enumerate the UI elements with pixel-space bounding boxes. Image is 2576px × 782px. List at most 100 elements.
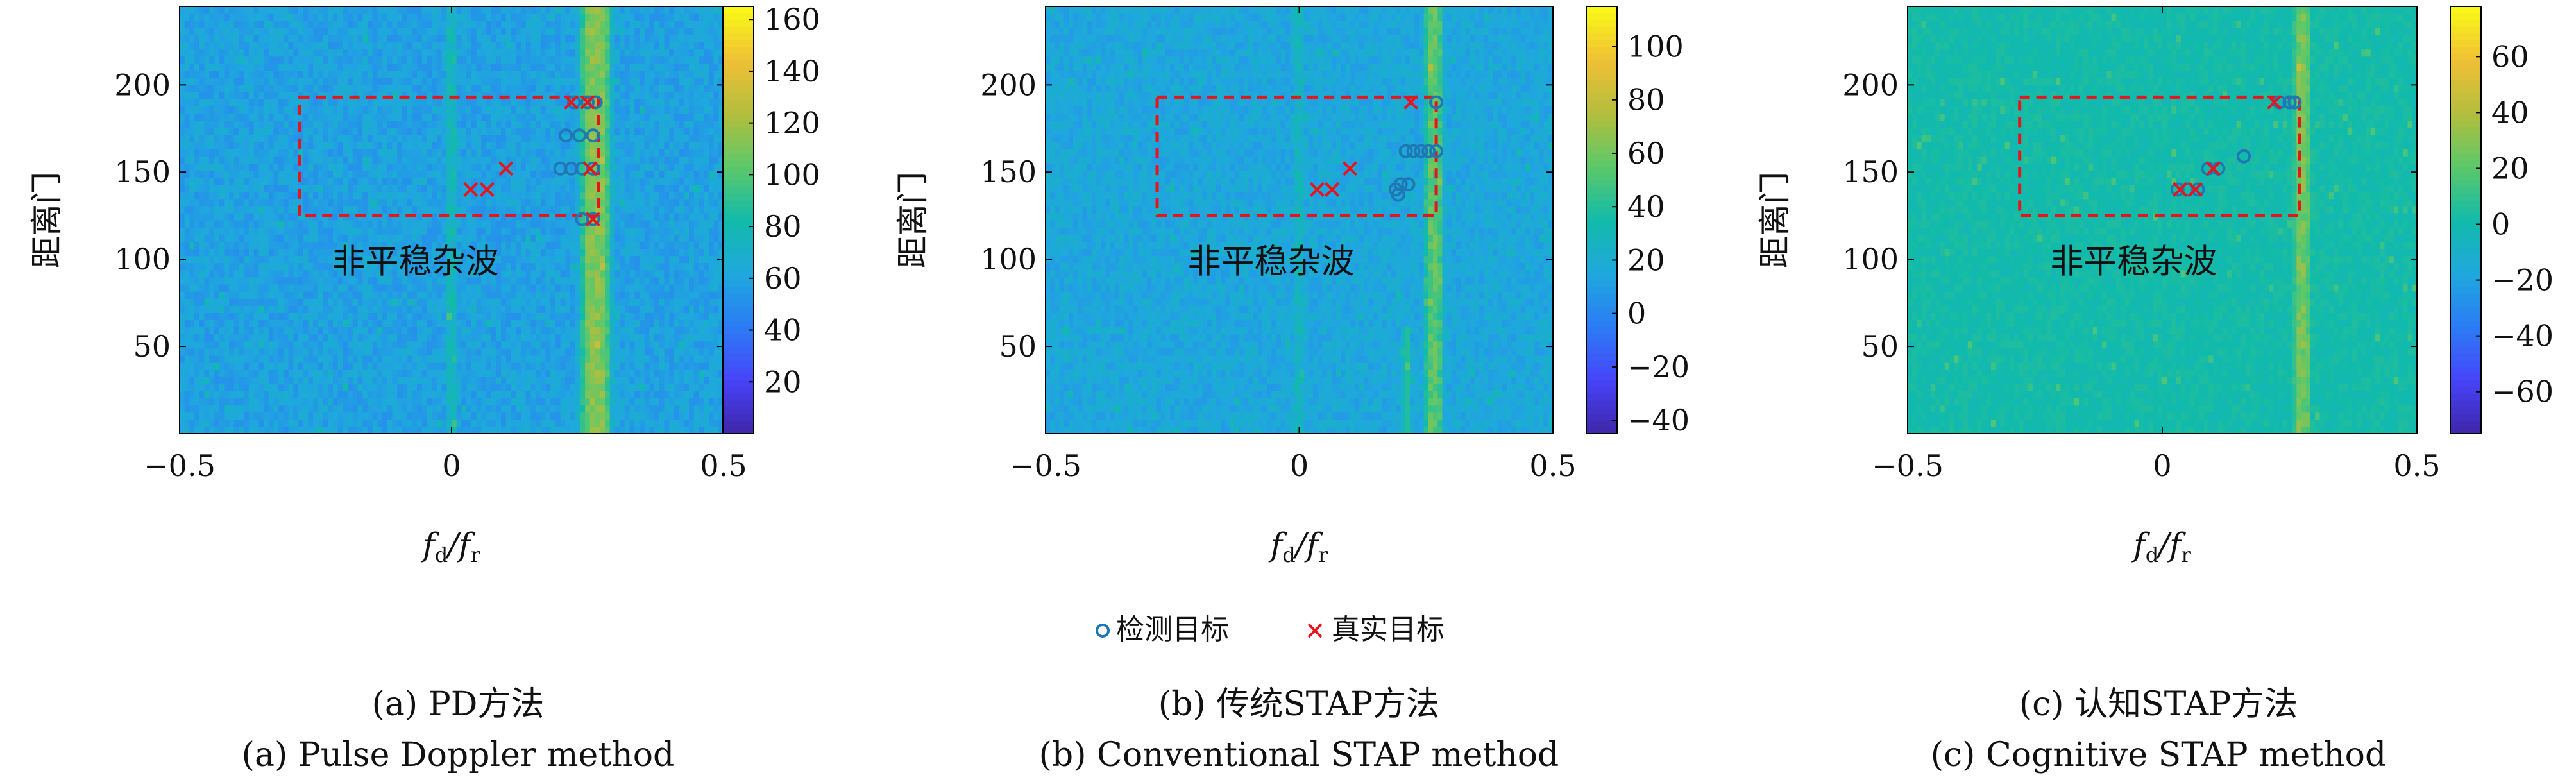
heatmap-cell <box>407 362 412 370</box>
heatmap-cell <box>442 370 447 377</box>
heatmap-cell <box>614 398 620 406</box>
heatmap-cell <box>318 234 323 242</box>
heatmap-cell <box>348 412 353 420</box>
heatmap-cell <box>645 427 650 434</box>
heatmap-cell <box>278 234 284 242</box>
heatmap-cell <box>338 135 343 142</box>
heatmap-cell <box>486 142 491 149</box>
heatmap-cell <box>530 128 536 135</box>
heatmap-cell <box>694 370 699 377</box>
heatmap-cell <box>278 391 284 398</box>
heatmap-cell <box>526 156 531 164</box>
heatmap-cell <box>446 284 452 292</box>
heatmap-cell <box>550 220 555 228</box>
heatmap-cell <box>446 341 452 349</box>
heatmap-cell <box>249 199 254 207</box>
heatmap-cell <box>343 319 348 327</box>
heatmap-cell <box>625 206 630 214</box>
heatmap-cell <box>353 234 358 242</box>
heatmap-cell <box>684 384 689 391</box>
heatmap-cell <box>471 199 477 207</box>
heatmap-cell <box>545 412 550 420</box>
heatmap-cell <box>254 327 259 335</box>
heatmap-cell <box>541 291 546 299</box>
heatmap-cell <box>333 142 338 149</box>
heatmap-cell <box>570 377 575 384</box>
heatmap-cell <box>506 405 511 413</box>
heatmap-cell <box>417 348 422 356</box>
heatmap-cell <box>234 156 239 164</box>
heatmap-cell <box>209 128 214 135</box>
heatmap-cell <box>269 241 274 249</box>
heatmap-cell <box>486 114 491 121</box>
heatmap-cell <box>669 312 674 320</box>
heatmap-cell <box>614 391 620 398</box>
heatmap-cell <box>234 142 239 149</box>
heatmap-cell <box>580 312 585 320</box>
heatmap-cell <box>536 220 541 228</box>
heatmap-cell <box>506 291 511 299</box>
heatmap-cell <box>209 192 214 200</box>
heatmap-cell <box>709 412 714 420</box>
heatmap-cell <box>205 234 210 242</box>
heatmap-cell <box>284 334 289 342</box>
heatmap-cell <box>486 227 491 235</box>
heatmap-cell <box>511 355 516 363</box>
heatmap-cell <box>610 420 615 427</box>
heatmap-cell <box>561 327 566 335</box>
heatmap-cell <box>530 142 536 149</box>
heatmap-cell <box>630 391 635 398</box>
heatmap-cell <box>358 220 363 228</box>
heatmap-cell <box>219 142 225 149</box>
heatmap-cell <box>269 106 274 114</box>
heatmap-cell <box>496 220 501 228</box>
heatmap-cell <box>284 149 289 157</box>
heatmap-cell <box>185 114 190 121</box>
heatmap-cell <box>530 263 536 271</box>
heatmap-cell <box>659 420 665 427</box>
heatmap-cell <box>387 348 393 356</box>
heatmap-cell <box>289 362 294 370</box>
heatmap-cell <box>338 206 343 214</box>
heatmap-cell <box>358 177 363 185</box>
heatmap-cell <box>239 170 244 178</box>
heatmap-cell <box>600 199 605 207</box>
heatmap-cell <box>669 128 674 135</box>
heatmap-cell <box>630 213 635 221</box>
heatmap-cell <box>353 106 358 114</box>
heatmap-cell <box>699 270 704 278</box>
heatmap-cell <box>649 156 654 164</box>
heatmap-cell <box>402 142 407 149</box>
heatmap-cell <box>491 170 496 178</box>
heatmap-cell <box>704 270 709 278</box>
heatmap-cell <box>239 121 244 128</box>
heatmap-cell <box>550 227 555 235</box>
heatmap-cell <box>516 213 521 221</box>
heatmap-cell <box>427 284 432 292</box>
heatmap-cell <box>674 135 679 142</box>
heatmap-cell <box>645 220 650 228</box>
heatmap-cell <box>407 298 412 306</box>
heatmap-cell <box>446 177 452 185</box>
heatmap-cell <box>679 377 684 384</box>
heatmap-cell <box>284 305 289 313</box>
heatmap-cell <box>219 362 225 370</box>
heatmap-cell <box>343 177 348 185</box>
heatmap-cell <box>348 185 353 192</box>
heatmap-cell <box>496 362 501 370</box>
heatmap-cell <box>308 420 313 427</box>
heatmap-cell <box>565 220 570 228</box>
heatmap-cell <box>545 185 550 192</box>
heatmap-cell <box>264 398 269 406</box>
heatmap-cell <box>244 227 249 235</box>
heatmap-cell <box>368 391 373 398</box>
heatmap-cell <box>694 298 699 306</box>
heatmap-cell <box>258 398 264 406</box>
heatmap-cell <box>555 192 561 200</box>
heatmap-cell <box>303 277 309 285</box>
heatmap-cell <box>457 135 462 142</box>
heatmap-cell <box>412 355 417 363</box>
heatmap-cell <box>620 170 625 178</box>
heatmap-cell <box>561 298 566 306</box>
heatmap-cell <box>684 277 689 285</box>
